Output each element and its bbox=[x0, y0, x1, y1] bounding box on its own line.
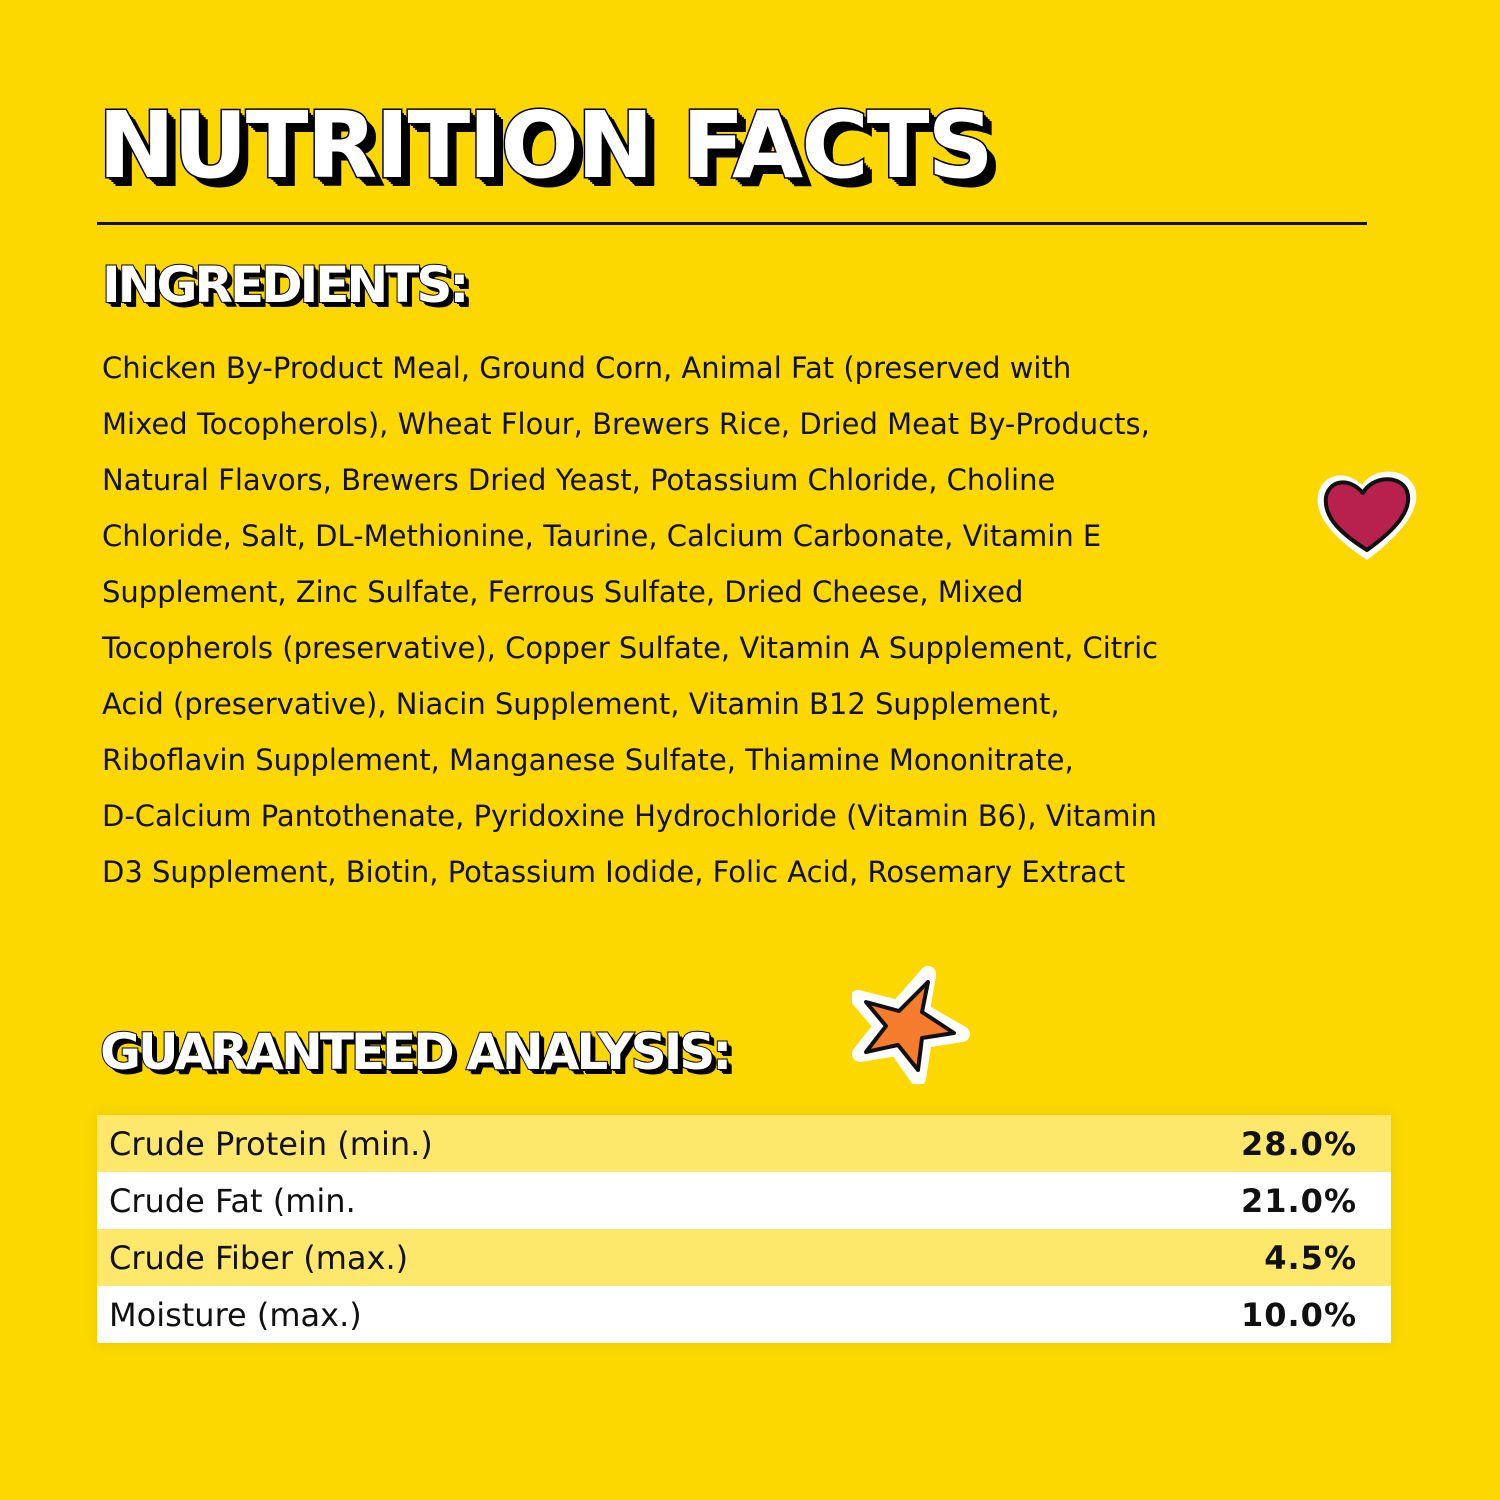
table-row: Crude Protein (min.) 28.0% bbox=[97, 1115, 1391, 1172]
table-row: Moisture (max.) 10.0% bbox=[97, 1286, 1391, 1343]
table-row: Crude Fiber (max.) 4.5% bbox=[97, 1229, 1391, 1286]
ingredients-line: D-Calcium Pantothenate, Pyridoxine Hydro… bbox=[102, 799, 1157, 833]
divider bbox=[97, 222, 1367, 225]
ingredients-line: Supplement, Zinc Sulfate, Ferrous Sulfat… bbox=[102, 575, 1024, 609]
analysis-table: Crude Protein (min.) 28.0% Crude Fat (mi… bbox=[97, 1115, 1391, 1343]
nutrient-value: 28.0% bbox=[1240, 1124, 1357, 1163]
ingredients-heading: INGREDIENTS: bbox=[101, 255, 470, 315]
ingredients-line: Acid (preservative), Niacin Supplement, … bbox=[102, 687, 1060, 721]
analysis-heading: GUARANTEED ANALYSIS: bbox=[99, 1022, 733, 1082]
ingredients-line: Natural Flavors, Brewers Dried Yeast, Po… bbox=[102, 463, 1056, 497]
ingredients-line: Chloride, Salt, DL-Methionine, Taurine, … bbox=[102, 519, 1102, 553]
ingredients-list: Chicken By-Product Meal, Ground Corn, An… bbox=[102, 340, 1158, 900]
nutrient-value: 10.0% bbox=[1240, 1295, 1357, 1334]
ingredients-line: Tocopherols (preservative), Copper Sulfa… bbox=[102, 631, 1159, 665]
star-icon bbox=[852, 966, 970, 1084]
nutrient-label: Moisture (max.) bbox=[109, 1295, 362, 1334]
nutrient-label: Crude Protein (min.) bbox=[109, 1124, 433, 1163]
ingredients-line: Mixed Tocopherols), Wheat Flour, Brewers… bbox=[102, 407, 1150, 441]
nutrient-value: 4.5% bbox=[1264, 1238, 1357, 1277]
nutrient-label: Crude Fiber (max.) bbox=[109, 1238, 409, 1277]
nutrient-value: 21.0% bbox=[1240, 1181, 1357, 1220]
page-title: NUTRITION FACTS bbox=[97, 91, 996, 201]
ingredients-line: D3 Supplement, Biotin, Potassium Iodide,… bbox=[102, 855, 1126, 889]
nutrient-label: Crude Fat (min. bbox=[109, 1181, 356, 1220]
ingredients-line: Chicken By-Product Meal, Ground Corn, An… bbox=[102, 351, 1072, 385]
ingredients-line: Riboflavin Supplement, Manganese Sulfate… bbox=[102, 743, 1074, 777]
table-row: Crude Fat (min. 21.0% bbox=[97, 1172, 1391, 1229]
heart-icon bbox=[1317, 471, 1417, 560]
